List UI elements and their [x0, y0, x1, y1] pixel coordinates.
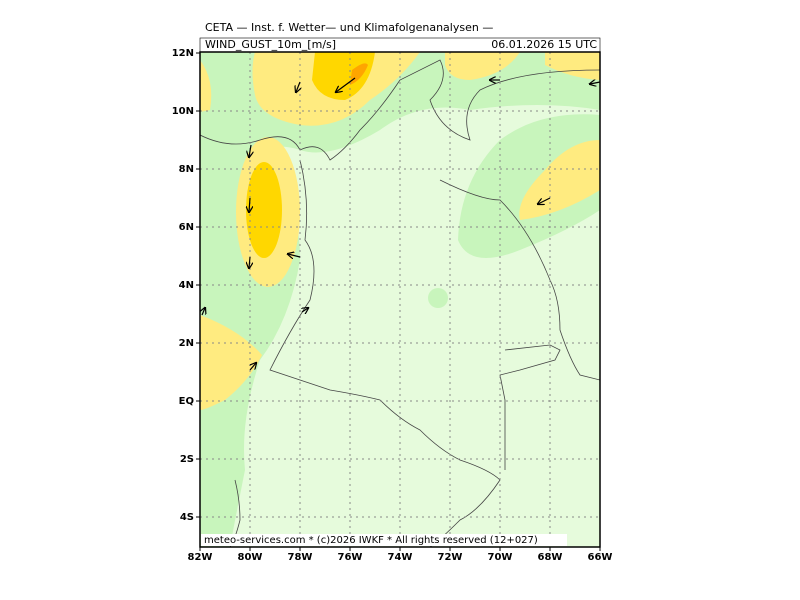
lon-label: 78W: [288, 552, 313, 563]
lat-label: 6N: [179, 222, 194, 233]
title: CETA — Inst. f. Wetter— und Klimafolgena…: [205, 21, 493, 34]
footer-box: [201, 534, 567, 546]
axis-labels: 82W 80W 78W 76W 74W 72W 70W 68W 66W 12N 10N 8N 6N 4N 2…: [172, 48, 613, 563]
variable: WIND_GUST_10m_[m/s]: [205, 38, 336, 51]
lat-label: 10N: [172, 106, 194, 117]
lat-label: 12N: [172, 48, 194, 59]
lon-label: 70W: [488, 552, 513, 563]
grid: [200, 52, 600, 547]
lat-label: 2S: [180, 454, 194, 465]
lat-label: EQ: [179, 396, 194, 407]
lon-label: 82W: [188, 552, 213, 563]
lon-label: 72W: [438, 552, 463, 563]
footer: meteo-services.com * (c)2026 IWKF * All …: [204, 535, 538, 546]
lon-label: 68W: [538, 552, 563, 563]
lon-label: 80W: [238, 552, 263, 563]
valid-time: 06.01.2026 15 UTC: [491, 38, 597, 51]
lat-label: 4N: [179, 280, 194, 291]
lon-label: 76W: [338, 552, 363, 563]
lon-label: 66W: [588, 552, 613, 563]
lat-label: 2N: [179, 338, 194, 349]
lat-label: 4S: [180, 512, 194, 523]
wind-arrows: [202, 78, 601, 371]
lon-label: 74W: [388, 552, 413, 563]
lat-label: 8N: [179, 164, 194, 175]
